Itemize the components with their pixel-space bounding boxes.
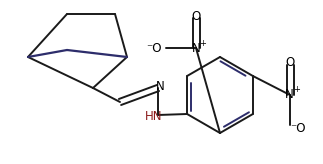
Text: ⁻O: ⁻O — [290, 123, 306, 135]
Text: N: N — [156, 80, 164, 92]
Text: N: N — [192, 41, 200, 54]
Text: N: N — [285, 89, 293, 102]
Text: +: + — [294, 84, 300, 93]
Text: ⁻O: ⁻O — [146, 42, 162, 55]
Text: O: O — [191, 10, 201, 22]
Text: O: O — [286, 57, 295, 70]
Text: +: + — [200, 39, 206, 48]
Text: HN: HN — [145, 111, 163, 123]
